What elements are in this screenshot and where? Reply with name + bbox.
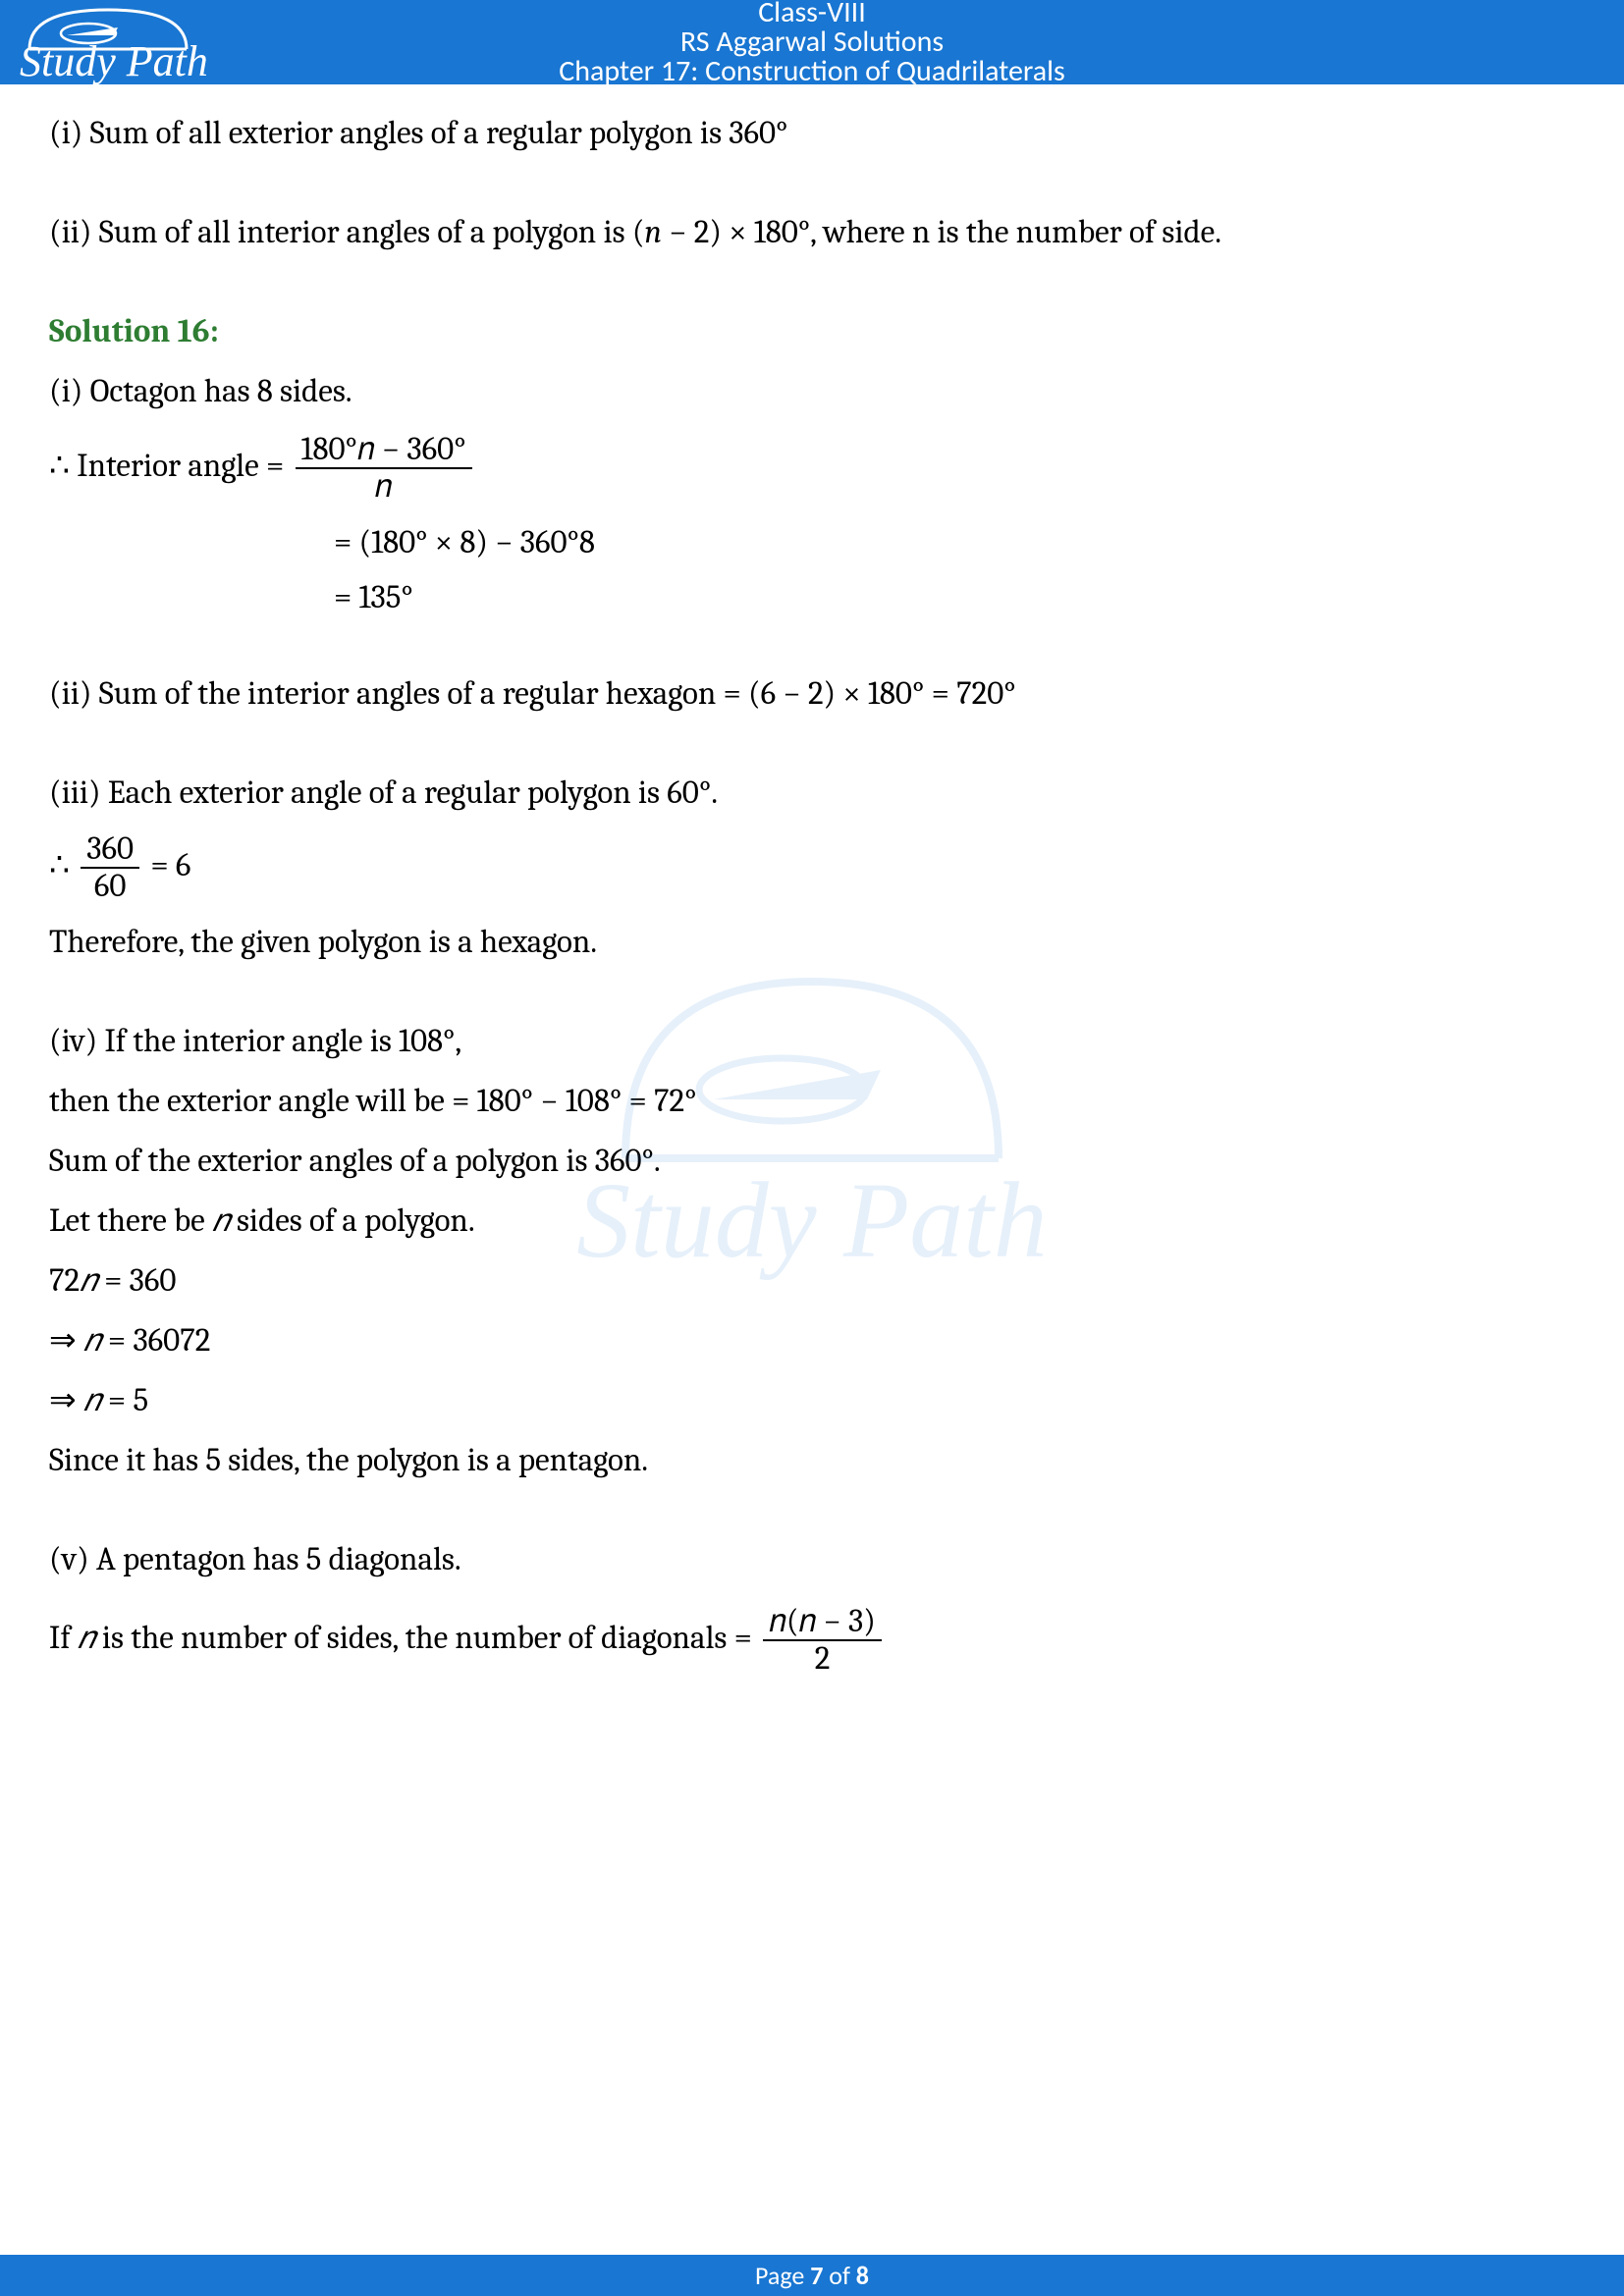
footer-current: 7 [810, 2260, 823, 2291]
s16-iv-a: (iv) If the interior angle is 108°, [49, 1012, 1575, 1072]
s16-v-a: (v) A pentagon has 5 diagonals. [49, 1530, 1575, 1590]
txt: ⇒ [49, 1322, 83, 1360]
page-footer: Page 7 of 8 [0, 2255, 1624, 2296]
ii-open: ( [632, 214, 645, 251]
s16-i-step2: = (180° × 8) − 360°8 [49, 515, 1575, 570]
s16-iv-b: then the exterior angle will be = 180° −… [49, 1072, 1575, 1132]
s16-iii-a: (iii) Each exterior angle of a regular p… [49, 764, 1575, 824]
diagonals-fraction: 𝑛(𝑛 − 3) 2 [763, 1604, 882, 1678]
var-n: 𝑛 [83, 1382, 101, 1419]
s16-i-step3: = 135° [49, 570, 1575, 625]
s16-ii: (ii) Sum of the interior angles of a reg… [49, 665, 1575, 724]
footer-total: 8 [856, 2260, 869, 2291]
s16-iii-frac-line: ∴ 360 60 = 6 [49, 831, 1575, 905]
txt: If [49, 1620, 78, 1657]
txt: = 5 [101, 1382, 148, 1419]
ii-rest: − 2) × 180°, [662, 214, 816, 251]
txt: 72 [49, 1262, 80, 1300]
page-header: Study Path Class-VIII RS Aggarwal Soluti… [0, 0, 1624, 84]
footer-prefix: Page [755, 2260, 810, 2291]
logo-text: Study Path [20, 36, 208, 86]
txt: = 360 [97, 1262, 177, 1300]
txt: sides of a polygon. [230, 1202, 475, 1240]
header-chapter: Chapter 17: Construction of Quadrilatera… [0, 57, 1624, 86]
footer-mid: of [823, 2260, 855, 2291]
para-i: (i) Sum of all exterior angles of a regu… [49, 104, 1575, 164]
s16-iv-d: Let there be 𝑛 sides of a polygon. [49, 1192, 1575, 1252]
var-n: 𝑛 [78, 1620, 95, 1657]
s16-iv-c: Sum of the exterior angles of a polygon … [49, 1132, 1575, 1192]
s16-iv-e: 72𝑛 = 360 [49, 1252, 1575, 1311]
s16-i-a: (i) Octagon has 8 sides. [49, 362, 1575, 422]
s16-i-lead: ∴ Interior angle = [49, 448, 292, 485]
para-ii: (ii) Sum of all interior angles of a pol… [49, 203, 1575, 263]
s16-iii-fraction: 360 60 [81, 831, 139, 905]
s16-iv-f: ⇒ 𝑛 = 36072 [49, 1311, 1575, 1371]
var-n: 𝑛 [80, 1262, 97, 1300]
s16-iv-g: ⇒ 𝑛 = 5 [49, 1371, 1575, 1431]
ii-suffix: where n is the number of side. [816, 214, 1221, 251]
header-titles: Class-VIII RS Aggarwal Solutions Chapter… [0, 0, 1624, 86]
s16-iii-eq: = 6 [143, 847, 190, 884]
logo: Study Path [20, 6, 216, 79]
txt: Let there be [49, 1202, 212, 1240]
frac-num: 180°𝑛 − 360° [296, 432, 472, 469]
txt: ⇒ [49, 1382, 83, 1419]
var-n: 𝑛 [83, 1322, 101, 1360]
ii-prefix: (ii) Sum of all interior angles of a pol… [49, 214, 632, 251]
s16-iii-lead: ∴ [49, 847, 77, 884]
s16-iii-b: Therefore, the given polygon is a hexago… [49, 913, 1575, 973]
s16-v-b: If 𝑛 is the number of sides, the number … [49, 1604, 1575, 1678]
interior-angle-fraction: 180°𝑛 − 360° 𝑛 [296, 432, 472, 506]
var-n: 𝑛 [212, 1202, 230, 1240]
frac-den: 60 [81, 869, 139, 904]
s16-i-formula: ∴ Interior angle = 180°𝑛 − 360° 𝑛 [49, 432, 1575, 506]
txt: is the number of sides, the number of di… [95, 1620, 760, 1657]
frac-den: 𝑛 [296, 469, 472, 505]
solution-16-header: Solution 16: [49, 302, 1575, 362]
content-body: (i) Sum of all exterior angles of a regu… [0, 84, 1624, 1678]
s16-iv-h: Since it has 5 sides, the polygon is a p… [49, 1431, 1575, 1491]
frac-num: 𝑛(𝑛 − 3) [763, 1604, 882, 1641]
frac-num: 360 [81, 831, 139, 869]
txt: = 36072 [101, 1322, 211, 1360]
ii-var: n [644, 214, 662, 251]
frac-den: 2 [763, 1641, 882, 1677]
